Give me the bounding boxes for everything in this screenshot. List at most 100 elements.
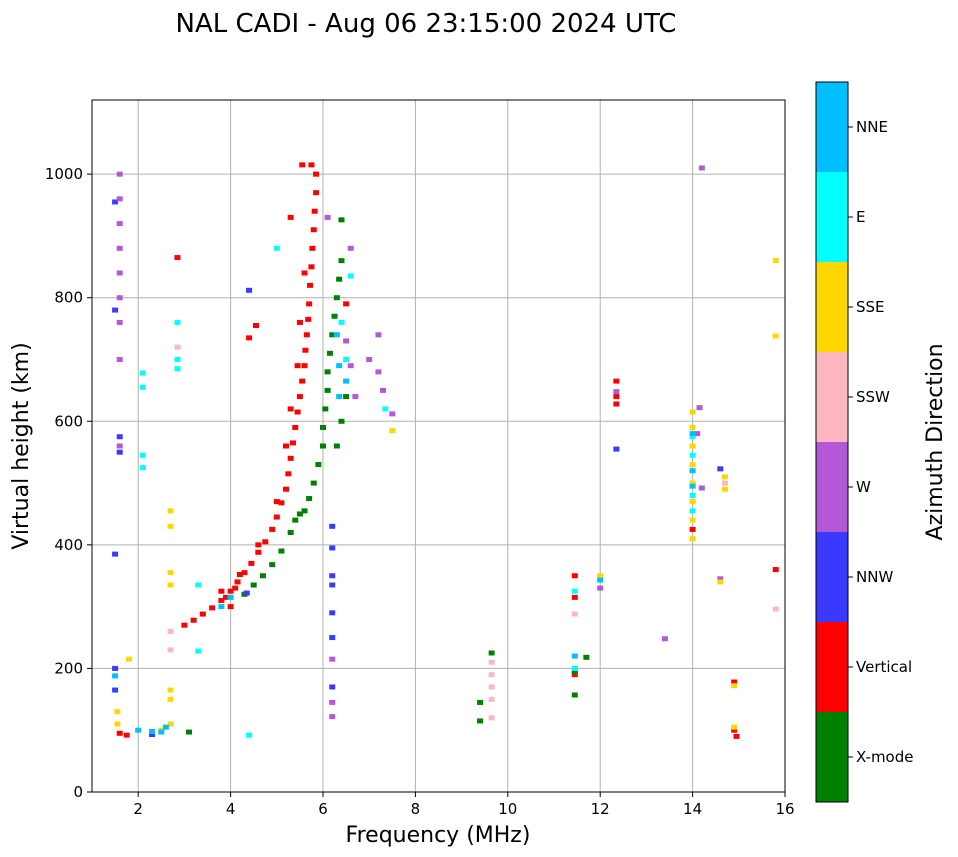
data-point bbox=[209, 605, 216, 611]
data-point bbox=[306, 496, 313, 502]
data-point bbox=[116, 221, 123, 227]
data-point bbox=[694, 431, 701, 437]
data-point bbox=[329, 573, 336, 579]
data-point bbox=[347, 245, 354, 251]
data-point bbox=[195, 582, 202, 588]
data-point bbox=[158, 729, 165, 735]
data-point bbox=[112, 551, 119, 557]
y-tick-label: 800 bbox=[54, 289, 83, 307]
data-point bbox=[329, 699, 336, 705]
data-point bbox=[477, 699, 484, 705]
colorbar: X-mode Vertical NNW W SSW SSE E NNE bbox=[815, 81, 913, 803]
data-point bbox=[292, 424, 299, 430]
data-point bbox=[278, 548, 285, 554]
data-point bbox=[352, 394, 359, 400]
data-point bbox=[731, 724, 738, 730]
data-point bbox=[380, 387, 387, 393]
data-point bbox=[689, 424, 696, 430]
data-point bbox=[227, 604, 234, 610]
data-point bbox=[772, 258, 779, 264]
colorbar-segment bbox=[816, 712, 848, 802]
data-point bbox=[338, 258, 345, 264]
y-tick-label: 400 bbox=[54, 536, 83, 554]
data-point bbox=[310, 480, 317, 486]
data-point bbox=[234, 579, 241, 585]
data-point bbox=[174, 344, 181, 350]
data-point bbox=[218, 597, 225, 603]
data-point bbox=[186, 729, 193, 735]
data-point bbox=[311, 208, 318, 214]
data-point bbox=[313, 171, 320, 177]
data-point bbox=[246, 732, 253, 738]
data-point bbox=[329, 635, 336, 641]
data-point bbox=[253, 323, 260, 329]
colorbar-label: NNE bbox=[856, 118, 888, 136]
data-point bbox=[613, 378, 620, 384]
data-point bbox=[287, 455, 294, 461]
series-sse bbox=[114, 258, 779, 733]
y-tick-label: 200 bbox=[54, 659, 83, 677]
data-point bbox=[613, 401, 620, 407]
colorbar-label: X-mode bbox=[856, 748, 913, 766]
data-point bbox=[571, 653, 578, 659]
colorbar-label: E bbox=[856, 208, 865, 226]
data-point bbox=[343, 301, 350, 307]
data-point bbox=[255, 542, 262, 548]
data-point bbox=[689, 499, 696, 505]
data-point bbox=[613, 446, 620, 452]
data-point bbox=[174, 255, 181, 261]
data-point bbox=[167, 628, 174, 634]
data-point bbox=[116, 443, 123, 449]
data-point bbox=[294, 363, 301, 369]
series-nne bbox=[112, 332, 696, 735]
data-point bbox=[301, 270, 308, 276]
data-point bbox=[322, 406, 329, 412]
data-point bbox=[296, 394, 303, 400]
data-point bbox=[167, 696, 174, 702]
data-point bbox=[329, 714, 336, 720]
data-point bbox=[389, 411, 396, 417]
data-point bbox=[285, 471, 292, 477]
data-point bbox=[329, 332, 336, 338]
colorbar-label: W bbox=[856, 478, 871, 496]
data-point bbox=[292, 517, 299, 523]
x-tick-label: 4 bbox=[226, 800, 236, 818]
data-point bbox=[689, 492, 696, 498]
data-point bbox=[299, 162, 306, 168]
data-point bbox=[305, 316, 312, 322]
data-point bbox=[721, 480, 728, 486]
data-point bbox=[338, 418, 345, 424]
data-point bbox=[488, 659, 495, 665]
x-tick-label: 8 bbox=[411, 800, 421, 818]
series-x-mode bbox=[186, 217, 590, 735]
colorbar-segment bbox=[816, 82, 848, 172]
colorbar-label: NNW bbox=[856, 568, 893, 586]
data-point bbox=[174, 319, 181, 325]
data-point bbox=[296, 319, 303, 325]
data-point bbox=[114, 709, 121, 715]
data-point bbox=[689, 526, 696, 532]
data-point bbox=[689, 409, 696, 415]
data-point bbox=[389, 428, 396, 434]
data-point bbox=[333, 332, 340, 338]
data-point bbox=[112, 665, 119, 671]
data-point bbox=[343, 357, 350, 362]
data-point bbox=[174, 366, 181, 372]
data-point bbox=[689, 517, 696, 523]
data-point bbox=[689, 462, 696, 468]
x-tick-label: 10 bbox=[498, 800, 517, 818]
data-point bbox=[190, 617, 197, 623]
data-point bbox=[248, 560, 255, 566]
data-points bbox=[112, 162, 779, 739]
data-point bbox=[283, 486, 290, 492]
data-point bbox=[366, 357, 373, 362]
data-point bbox=[308, 264, 315, 270]
data-point bbox=[571, 588, 578, 594]
x-tick-label: 2 bbox=[133, 800, 143, 818]
colorbar-segment bbox=[816, 172, 848, 262]
data-point bbox=[698, 165, 705, 171]
data-point bbox=[222, 594, 229, 600]
data-point bbox=[199, 611, 206, 617]
data-point bbox=[315, 462, 322, 468]
